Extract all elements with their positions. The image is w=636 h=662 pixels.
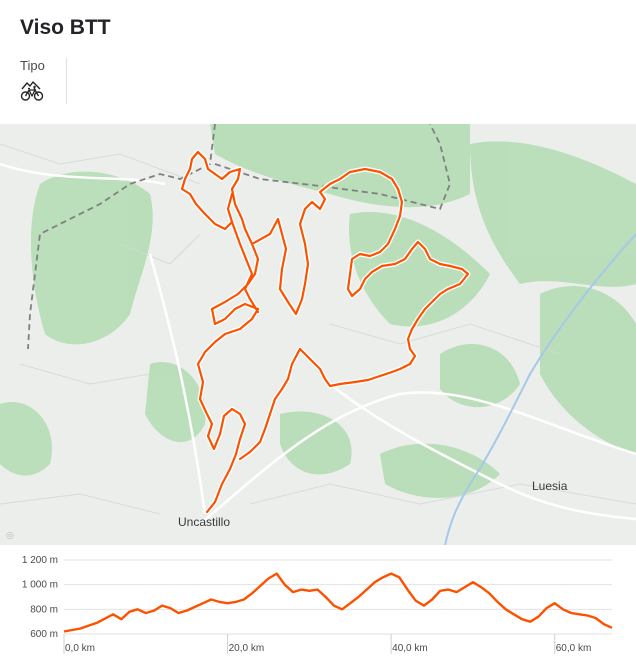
terrain-texture <box>0 143 636 515</box>
route-line-color <box>180 150 470 514</box>
route-title: Viso BTT <box>20 16 111 39</box>
town-label-uncastillo: Uncastillo <box>178 515 230 529</box>
roads <box>0 162 636 525</box>
activity-type-label: Tipo <box>20 58 45 73</box>
forest-areas <box>0 124 636 498</box>
y-tick-label: 1 000 m <box>22 580 58 591</box>
mountain-bike-icon <box>20 81 44 101</box>
river <box>444 233 636 545</box>
elevation-grid <box>63 559 612 654</box>
y-tick-label: 1 200 m <box>22 555 58 566</box>
town-label-luesia: Luesia <box>532 479 568 493</box>
x-tick-label: 60,0 km <box>556 643 592 654</box>
x-tick-label: 20,0 km <box>229 643 265 654</box>
x-tick-label: 40,0 km <box>392 643 428 654</box>
y-tick-label: 600 m <box>30 629 58 640</box>
route-map[interactable]: Uncastillo Luesia ◎ <box>0 124 636 545</box>
map-canvas: Uncastillo Luesia <box>0 124 636 545</box>
elevation-y-ticks: 1 200 m 1 000 m 800 m 600 m <box>22 555 58 640</box>
x-tick-label: 0,0 km <box>65 643 95 654</box>
mapbox-logo-icon[interactable]: ◎ <box>6 530 14 540</box>
elevation-x-ticks: 0,0 km 20,0 km 40,0 km 60,0 km <box>65 643 591 654</box>
y-tick-label: 800 m <box>30 604 58 615</box>
elevation-profile-line <box>63 572 613 633</box>
elevation-chart[interactable]: 1 200 m 1 000 m 800 m 600 m 0,0 km 20,0 … <box>0 552 636 662</box>
activity-type-block: Tipo <box>20 58 67 104</box>
